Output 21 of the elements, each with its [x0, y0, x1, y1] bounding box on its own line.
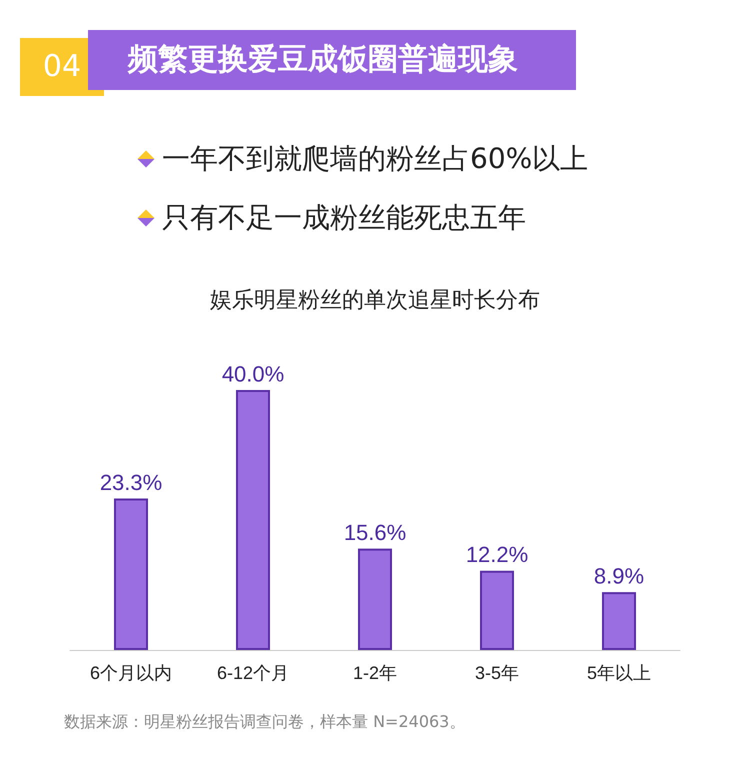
data-label: 15.6%: [344, 520, 406, 546]
data-label: 40.0%: [222, 362, 284, 386]
bar: [602, 592, 636, 650]
x-tick-label: 5年以上: [586, 663, 652, 683]
data-label: 8.9%: [594, 564, 644, 589]
x-tick-label: 6-12个月: [216, 663, 290, 683]
source-note: 数据来源：明星粉丝报告调查问卷，样本量 N=24063。: [64, 712, 466, 733]
text: 04: [20, 38, 104, 96]
bar: [236, 390, 270, 650]
bar: [480, 570, 514, 650]
chart-subtitle: 娱乐明星粉丝的单次追星时长分布: [209, 287, 541, 315]
data-label: 23.3%: [100, 470, 162, 496]
data-label: 12.2%: [466, 542, 528, 568]
bar: [114, 498, 148, 650]
text: 一年不到就爬墙的粉丝占60%以上: [162, 141, 588, 177]
x-tick-label: 1-2年: [352, 663, 398, 683]
text: 只有不足一成粉丝能死忠五年: [162, 200, 526, 236]
x-tick-label: 6个月以内: [90, 663, 172, 683]
bar: [358, 548, 392, 650]
x-tick-label: 3-5年: [474, 663, 520, 683]
chart-title: 频繁更换爱豆成饭圈普遍现象: [88, 30, 576, 90]
